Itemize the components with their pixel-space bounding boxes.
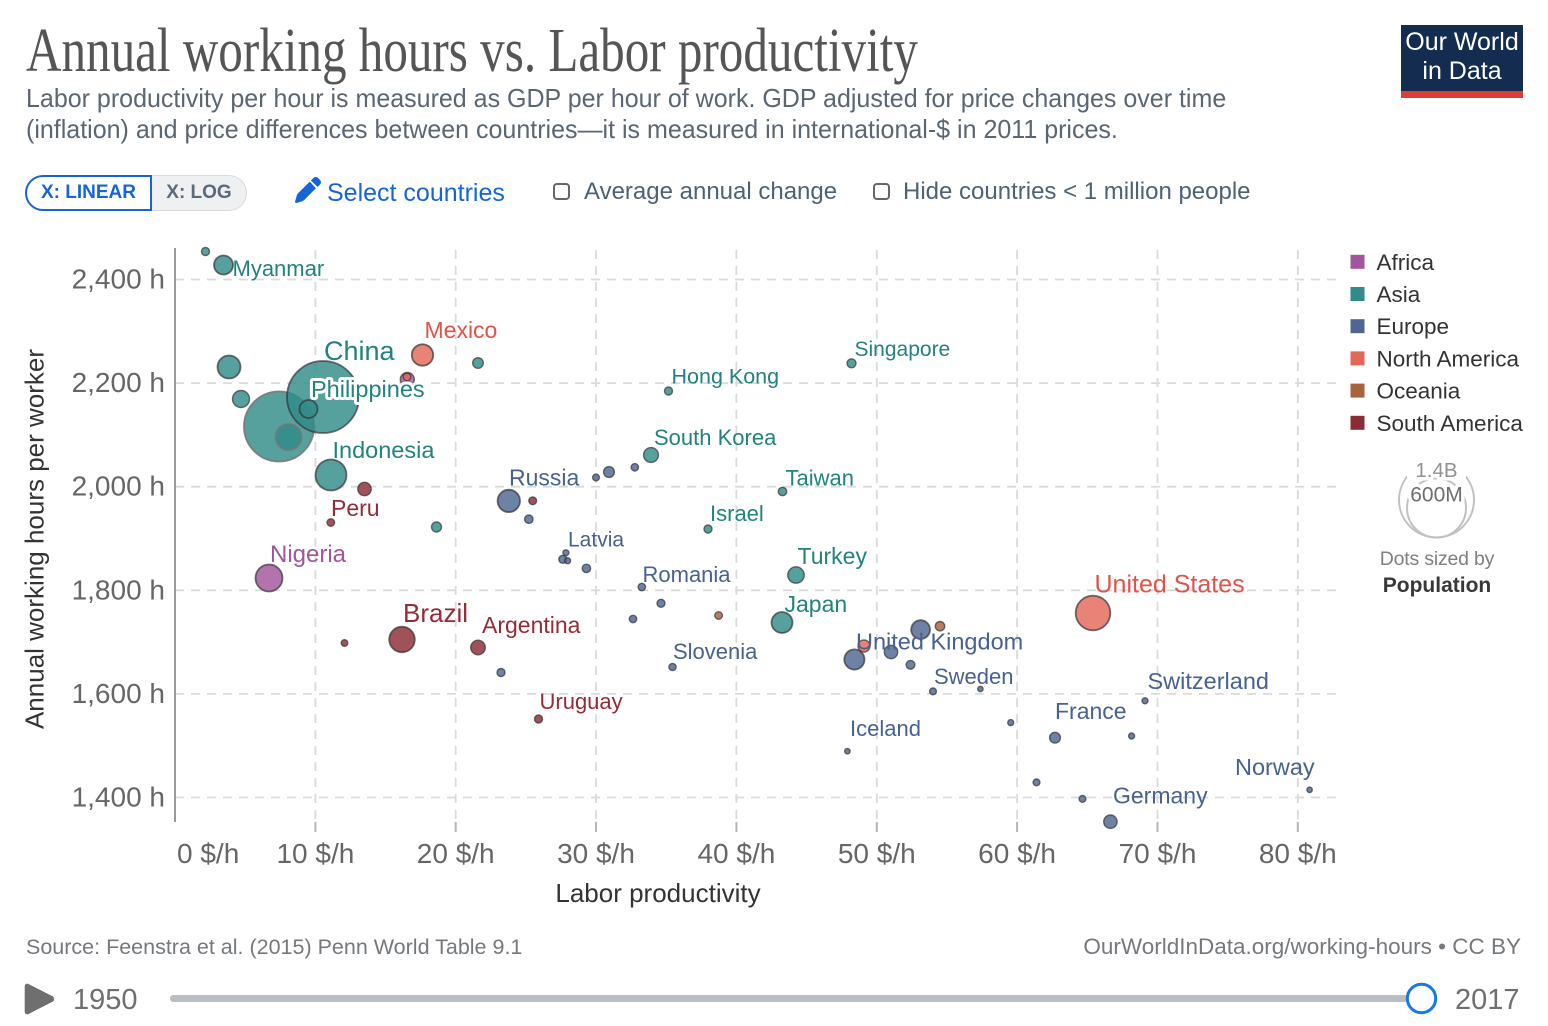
svg-text:Romania: Romania: [643, 562, 732, 587]
svg-text:Iceland: Iceland: [850, 716, 921, 741]
svg-text:Germany: Germany: [1113, 783, 1208, 809]
svg-text:Israel: Israel: [710, 501, 764, 526]
svg-text:United Kingdom: United Kingdom: [856, 629, 1023, 655]
svg-text:United States: United States: [1095, 571, 1245, 599]
svg-text:Indonesia: Indonesia: [333, 437, 436, 463]
svg-text:Mexico: Mexico: [425, 317, 498, 343]
svg-text:Myanmar: Myanmar: [233, 256, 325, 281]
svg-text:Sweden: Sweden: [934, 664, 1014, 689]
svg-text:1,600 h: 1,600 h: [72, 678, 165, 709]
svg-text:Argentina: Argentina: [482, 612, 581, 638]
svg-text:2,400 h: 2,400 h: [72, 264, 165, 295]
svg-text:France: France: [1055, 698, 1127, 724]
svg-text:10 $/h: 10 $/h: [276, 838, 354, 869]
svg-text:Slovenia: Slovenia: [673, 639, 758, 664]
svg-text:60 $/h: 60 $/h: [978, 838, 1056, 869]
svg-text:Annual working hours per worke: Annual working hours per worker: [20, 349, 50, 729]
svg-text:1.4B: 1.4B: [1415, 459, 1457, 482]
svg-text:2,200 h: 2,200 h: [72, 367, 165, 398]
svg-text:Europe: Europe: [1377, 314, 1450, 339]
svg-text:Taiwan: Taiwan: [786, 466, 854, 491]
svg-text:North America: North America: [1377, 346, 1520, 371]
svg-text:Japan: Japan: [785, 591, 848, 617]
svg-text:South America: South America: [1377, 411, 1524, 436]
svg-text:40 $/h: 40 $/h: [697, 838, 775, 869]
svg-text:Nigeria: Nigeria: [270, 541, 347, 568]
svg-text:30 $/h: 30 $/h: [557, 838, 635, 869]
svg-text:Dots sized by: Dots sized by: [1380, 548, 1495, 570]
svg-text:600M: 600M: [1410, 484, 1463, 507]
svg-text:Peru: Peru: [331, 495, 380, 521]
svg-text:Norway: Norway: [1235, 754, 1315, 780]
svg-text:Turkey: Turkey: [798, 543, 868, 569]
svg-text:Oceania: Oceania: [1377, 379, 1461, 404]
svg-text:2017: 2017: [1455, 984, 1520, 1016]
svg-text:0 $/h: 0 $/h: [177, 838, 239, 869]
svg-text:Philippines: Philippines: [311, 376, 425, 402]
svg-text:1,800 h: 1,800 h: [72, 574, 165, 605]
svg-text:20 $/h: 20 $/h: [417, 838, 495, 869]
svg-text:80 $/h: 80 $/h: [1259, 838, 1337, 869]
svg-text:1950: 1950: [73, 984, 138, 1016]
svg-text:Population: Population: [1383, 574, 1492, 597]
svg-text:50 $/h: 50 $/h: [838, 838, 916, 869]
svg-text:Latvia: Latvia: [568, 529, 624, 552]
svg-text:Brazil: Brazil: [403, 598, 468, 628]
svg-text:China: China: [324, 336, 396, 366]
svg-text:Singapore: Singapore: [855, 338, 951, 361]
svg-text:1,400 h: 1,400 h: [72, 782, 165, 813]
svg-text:Africa: Africa: [1377, 250, 1435, 275]
svg-text:Hong Kong: Hong Kong: [672, 365, 780, 389]
svg-text:Uruguay: Uruguay: [540, 689, 623, 714]
svg-text:South Korea: South Korea: [654, 425, 777, 450]
svg-text:2,000 h: 2,000 h: [72, 471, 165, 502]
svg-text:70 $/h: 70 $/h: [1119, 838, 1197, 869]
svg-text:Switzerland: Switzerland: [1148, 668, 1269, 694]
svg-text:Labor productivity: Labor productivity: [555, 878, 760, 908]
svg-text:Asia: Asia: [1377, 282, 1421, 307]
svg-text:Russia: Russia: [509, 465, 580, 491]
